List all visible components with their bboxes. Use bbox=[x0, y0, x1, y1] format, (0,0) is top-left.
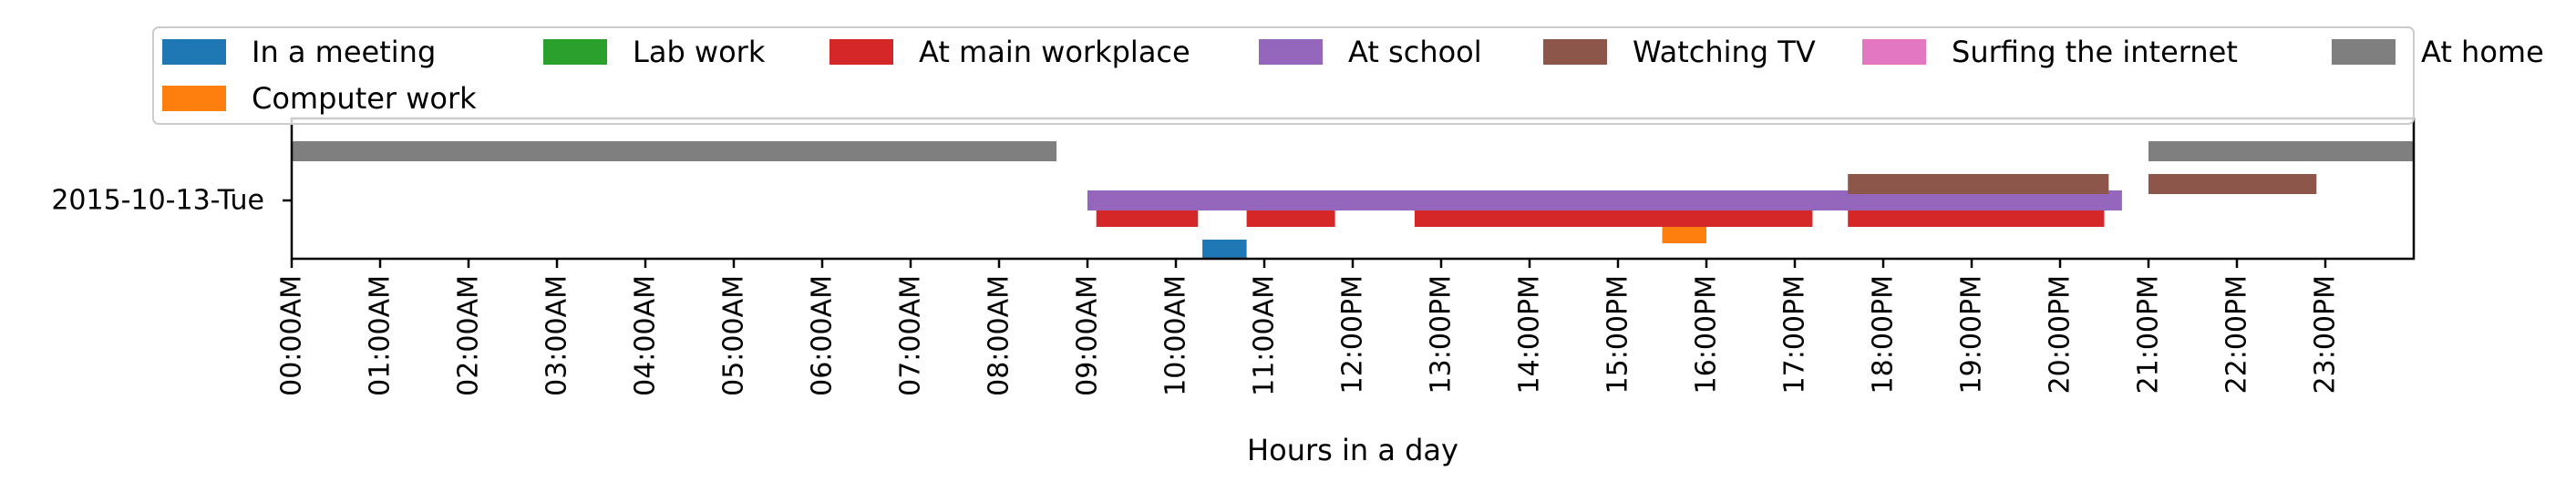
x-tick-label: 08:00AM bbox=[984, 275, 1015, 396]
x-tick-label: 07:00AM bbox=[895, 275, 927, 396]
x-tick-label: 22:00PM bbox=[2221, 275, 2253, 394]
legend-swatch-at-school bbox=[1259, 39, 1323, 65]
y-tick-label: 2015-10-13-Tue bbox=[51, 185, 264, 217]
x-tick-label: 11:00AM bbox=[1249, 275, 1281, 396]
bar-watching-tv-1 bbox=[1848, 174, 2109, 194]
legend-swatch-in-a-meeting bbox=[162, 39, 226, 65]
x-tick-label: 00:00AM bbox=[276, 275, 308, 396]
x-tick-label: 03:00AM bbox=[541, 275, 573, 396]
x-tick-label: 14:00PM bbox=[1514, 275, 1546, 394]
legend-label-at-home: At home bbox=[2421, 35, 2544, 69]
bar-computer-work-1 bbox=[1662, 223, 1706, 243]
legend-label-at-school: At school bbox=[1348, 35, 1482, 69]
legend-label-computer-work: Computer work bbox=[252, 81, 477, 116]
x-axis-title: Hours in a day bbox=[1247, 433, 1458, 467]
x-tick-label: 05:00AM bbox=[718, 275, 750, 396]
bar-at-main-workplace-3 bbox=[1414, 207, 1813, 227]
x-tick-label: 01:00AM bbox=[365, 275, 397, 396]
legend-label-watching-tv: Watching TV bbox=[1633, 35, 1816, 69]
bar-at-home-1 bbox=[292, 141, 1057, 161]
x-tick-label: 17:00PM bbox=[1779, 275, 1811, 394]
legend-swatch-at-home bbox=[2332, 39, 2396, 65]
x-tick-label: 13:00PM bbox=[1426, 275, 1458, 394]
bar-at-main-workplace-4 bbox=[1848, 207, 2105, 227]
x-tick-label: 12:00PM bbox=[1337, 275, 1369, 394]
legend: In a meeting Lab work At main workplace At … bbox=[152, 26, 2544, 125]
legend-label-at-main-workplace: At main workplace bbox=[919, 35, 1190, 69]
y-axis: 2015-10-13-Tue bbox=[51, 185, 292, 217]
x-axis: 00:00AM 01:00AM 02:00AM 03:00AM 04:00AM 05:00… bbox=[276, 259, 2342, 396]
activity-bars bbox=[292, 141, 2414, 260]
bar-at-main-workplace-2 bbox=[1246, 207, 1335, 227]
bar-in-a-meeting-1 bbox=[1202, 240, 1247, 260]
legend-swatch-computer-work bbox=[162, 86, 226, 111]
x-tick-label: 23:00PM bbox=[2310, 275, 2342, 394]
x-tick-label: 04:00AM bbox=[630, 275, 662, 396]
x-tick-label: 06:00AM bbox=[807, 275, 839, 396]
x-tick-label: 15:00PM bbox=[1602, 275, 1634, 394]
bar-at-school-1 bbox=[1087, 190, 2122, 210]
bar-at-home-2 bbox=[2148, 141, 2414, 161]
legend-box bbox=[152, 26, 2415, 125]
x-tick-label: 19:00PM bbox=[1956, 275, 1988, 394]
bar-watching-tv-2 bbox=[2148, 174, 2317, 194]
legend-swatch-surfing-the-internet bbox=[1862, 39, 1926, 65]
x-tick-label: 02:00AM bbox=[453, 275, 485, 396]
x-tick-label: 18:00PM bbox=[1868, 275, 1900, 394]
bar-at-main-workplace-1 bbox=[1096, 207, 1199, 227]
legend-label-in-a-meeting: In a meeting bbox=[252, 35, 436, 69]
x-tick-label: 20:00PM bbox=[2045, 275, 2076, 394]
legend-swatch-lab-work bbox=[543, 39, 607, 65]
x-tick-label: 21:00PM bbox=[2133, 275, 2165, 394]
legend-swatch-at-main-workplace bbox=[829, 39, 893, 65]
legend-swatch-watching-tv bbox=[1543, 39, 1607, 65]
legend-label-surfing-the-internet: Surfing the internet bbox=[1952, 35, 2238, 69]
x-tick-label: 09:00AM bbox=[1072, 275, 1104, 396]
legend-label-lab-work: Lab work bbox=[633, 35, 766, 69]
x-tick-label: 10:00AM bbox=[1160, 275, 1192, 396]
x-tick-label: 16:00PM bbox=[1691, 275, 1723, 394]
